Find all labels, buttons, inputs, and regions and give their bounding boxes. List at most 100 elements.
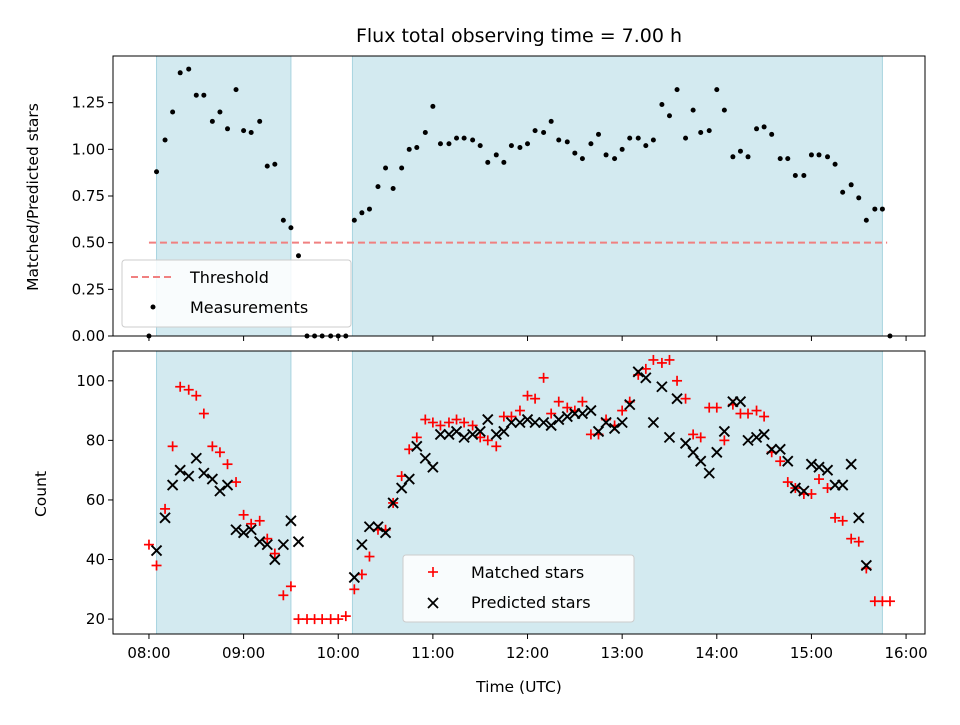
predicted-point bbox=[813, 461, 825, 473]
predicted-point bbox=[695, 455, 707, 467]
matched-point bbox=[538, 372, 549, 383]
predicted-point bbox=[198, 467, 210, 479]
measurement-point bbox=[154, 169, 160, 175]
matched-point bbox=[167, 441, 178, 452]
matched-point bbox=[514, 405, 525, 416]
measurement-point bbox=[690, 107, 696, 113]
matched-point bbox=[837, 515, 848, 526]
measurement-point bbox=[840, 189, 846, 195]
matched-point bbox=[491, 441, 502, 452]
predicted-point bbox=[624, 398, 636, 411]
matched-point bbox=[333, 614, 344, 625]
measurement-point bbox=[721, 107, 727, 113]
predicted-point bbox=[561, 410, 573, 423]
matched-point bbox=[443, 417, 454, 428]
measurement-point bbox=[470, 137, 476, 143]
y-tick-label: 0.00 bbox=[72, 327, 105, 345]
predicted-point bbox=[292, 535, 305, 548]
predicted-point bbox=[585, 404, 597, 417]
matched-point bbox=[782, 477, 793, 488]
legend-counts: Matched stars Predicted stars bbox=[402, 554, 635, 623]
measurement-point bbox=[170, 109, 176, 115]
x-tick-label: 11:00 bbox=[411, 644, 454, 662]
predicted-point bbox=[387, 497, 399, 509]
matched-point bbox=[546, 408, 557, 419]
y-tick-label: 0.50 bbox=[72, 234, 105, 252]
measurement-point bbox=[635, 135, 641, 141]
predicted-point bbox=[789, 482, 802, 494]
predicted-point bbox=[553, 413, 565, 426]
measurement-point bbox=[541, 130, 547, 136]
predicted-point bbox=[427, 461, 439, 473]
x-tick-label: 15:00 bbox=[790, 644, 833, 662]
predicted-point bbox=[687, 446, 699, 458]
measurement-point bbox=[399, 165, 405, 171]
matched-point bbox=[711, 402, 722, 413]
matched-point bbox=[617, 405, 628, 416]
measurement-point bbox=[248, 130, 254, 136]
measurement-point bbox=[816, 152, 822, 158]
matched-point bbox=[664, 354, 675, 365]
measurement-point bbox=[683, 135, 689, 141]
measurement-point bbox=[461, 135, 467, 141]
y-tick-label: 40 bbox=[86, 551, 105, 569]
x-tick-label: 14:00 bbox=[695, 644, 738, 662]
predicted-point bbox=[490, 428, 502, 441]
predicted-point bbox=[663, 431, 676, 444]
measurement-point bbox=[430, 103, 436, 109]
shaded-interval-1 bbox=[351, 55, 883, 337]
predicted-point bbox=[703, 467, 715, 479]
predicted-point bbox=[679, 437, 692, 450]
measurement-point bbox=[454, 135, 460, 141]
measurement-point bbox=[714, 87, 720, 93]
matched-point bbox=[151, 560, 162, 571]
matched-point bbox=[459, 417, 470, 428]
predicted-point bbox=[798, 485, 810, 497]
predicted-point bbox=[647, 416, 660, 429]
chart-title: Flux total observing time = 7.00 h bbox=[356, 25, 682, 47]
matched-point bbox=[340, 611, 351, 622]
matched-point bbox=[482, 435, 493, 446]
predicted-point bbox=[616, 416, 628, 429]
matched-point bbox=[420, 414, 431, 425]
predicted-point bbox=[498, 425, 510, 438]
matched-point bbox=[719, 435, 730, 446]
measurement-point bbox=[414, 144, 420, 150]
matched-point bbox=[451, 414, 462, 425]
measurement-point bbox=[674, 87, 680, 93]
predicted-point bbox=[395, 482, 408, 494]
matched-point bbox=[680, 393, 691, 404]
x-tick-label: 16:00 bbox=[884, 644, 927, 662]
measurement-point bbox=[556, 137, 562, 143]
predicted-point bbox=[363, 521, 376, 533]
measurement-point bbox=[579, 156, 585, 162]
matched-point bbox=[884, 596, 895, 607]
matched-point bbox=[183, 384, 194, 395]
measurement-point bbox=[359, 210, 365, 216]
predicted-point bbox=[372, 521, 384, 533]
measurement-point bbox=[643, 143, 649, 149]
matched-point bbox=[317, 614, 328, 625]
x-axis-label: Time (UTC) bbox=[475, 678, 562, 696]
measurement-point bbox=[437, 141, 443, 147]
matched-point bbox=[411, 432, 422, 443]
predicted-point bbox=[576, 407, 589, 420]
measurement-point bbox=[201, 92, 207, 98]
matched-point bbox=[553, 396, 564, 407]
measurement-point bbox=[186, 66, 192, 72]
matched-point bbox=[269, 548, 280, 559]
matched-point bbox=[562, 402, 573, 413]
matched-point bbox=[830, 512, 841, 523]
matched-point bbox=[751, 405, 762, 416]
measurement-point bbox=[422, 130, 428, 136]
predicted-point bbox=[545, 419, 557, 432]
measurement-point bbox=[446, 141, 452, 147]
axes-frame bbox=[112, 350, 926, 635]
predicted-point bbox=[285, 515, 297, 527]
matched-point bbox=[672, 375, 683, 386]
matched-point bbox=[207, 441, 218, 452]
predicted-point bbox=[183, 470, 195, 482]
measurement-point bbox=[288, 225, 294, 231]
y-tick-label: 1.00 bbox=[72, 140, 105, 158]
